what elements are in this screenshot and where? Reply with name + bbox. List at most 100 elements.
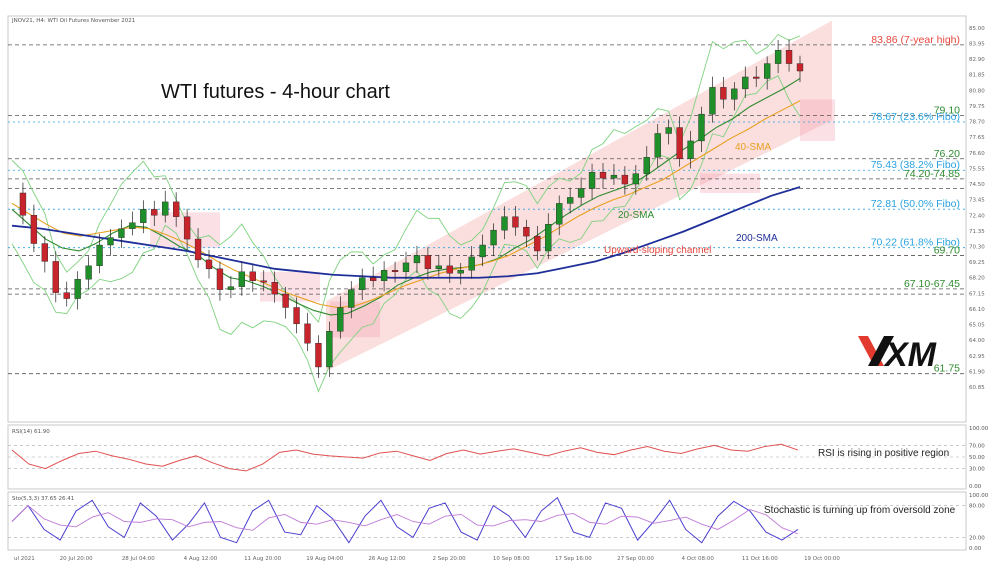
sma20-label: 20-SMA xyxy=(618,210,654,221)
candle-body-60 xyxy=(665,127,672,134)
candle-body-48 xyxy=(534,235,541,252)
price-tick-1: 85.00 xyxy=(969,26,985,32)
time-tick-4: 4 Aug 12:00 xyxy=(184,556,218,562)
candle-body-49 xyxy=(545,224,552,252)
upper-band xyxy=(11,33,801,324)
candle-body-9 xyxy=(107,237,114,246)
candle-body-40 xyxy=(446,265,453,274)
price-tick-5: 80.80 xyxy=(969,88,985,94)
time-tick-2: 20 Jul 20:00 xyxy=(60,556,93,562)
time-axis: ul 2021 20 Jul 20:00 28 Jul 04:00 4 Aug 12:… xyxy=(14,556,840,562)
level-label-2: 79.10 xyxy=(934,105,960,117)
xm-logo: XM xyxy=(858,336,937,374)
price-tick-17: 68.20 xyxy=(969,276,985,282)
candle-body-66 xyxy=(731,88,738,100)
candle-body-41 xyxy=(457,270,464,274)
candle-body-63 xyxy=(698,113,705,142)
lower-band xyxy=(11,75,801,393)
candle-body-64 xyxy=(709,87,716,115)
time-tick-7: 26 Aug 12:00 xyxy=(368,556,406,562)
level-label-1: 83.86 (7-year high) xyxy=(871,34,960,46)
level-label-4: 76.20 xyxy=(934,148,960,160)
time-tick-8: 2 Sep 20:00 xyxy=(432,556,466,562)
level-label-3: 78.67 (23.6% Fibo) xyxy=(871,111,960,123)
candle-body-10 xyxy=(118,228,125,238)
level-label-5: 75.43 (38.2% Fibo) xyxy=(871,159,960,171)
time-tick-9: 10 Sep 08:00 xyxy=(493,556,530,562)
price-tick-24: 60.85 xyxy=(969,385,985,391)
price-tick-14: 71.35 xyxy=(969,229,985,235)
candle-body-27 xyxy=(304,323,311,344)
candle-body-46 xyxy=(512,216,519,228)
time-tick-6: 19 Aug 04:00 xyxy=(306,556,344,562)
candle-body-47 xyxy=(523,226,530,237)
candle-body-21 xyxy=(238,271,246,287)
candle-body-67 xyxy=(742,76,749,90)
price-tick-22: 62.95 xyxy=(969,354,985,360)
candle-body-2 xyxy=(30,215,38,244)
price-tick-8: 77.65 xyxy=(969,135,985,141)
sma200-label: 200-SMA xyxy=(736,233,778,244)
rsi-line xyxy=(11,443,799,472)
price-tick-19: 66.10 xyxy=(969,307,985,313)
candle-body-59 xyxy=(654,133,661,158)
price-tick-16: 69.25 xyxy=(969,260,985,266)
level-label-7: 72.81 (50.0% Fibo) xyxy=(871,198,960,210)
candle-body-52 xyxy=(577,188,585,198)
candlesticks xyxy=(19,39,804,378)
candle-body-28 xyxy=(315,342,322,368)
candle-body-65 xyxy=(720,87,727,100)
candle-body-5 xyxy=(63,292,70,299)
candle-body-32 xyxy=(359,277,366,290)
price-tick-6: 79.75 xyxy=(969,104,985,110)
candle-body-12 xyxy=(140,209,147,223)
candle-body-70 xyxy=(774,50,782,64)
rsi-tick-1: 100.00 xyxy=(969,426,989,432)
candle-body-22 xyxy=(249,271,256,281)
candle-body-4 xyxy=(52,261,59,293)
candle-body-11 xyxy=(129,222,136,229)
rsi-tick-3: 50.00 xyxy=(969,455,985,461)
candle-body-68 xyxy=(753,76,760,79)
candle-body-72 xyxy=(796,63,804,72)
candle-body-13 xyxy=(151,209,158,216)
cloud-patch-2 xyxy=(260,271,320,302)
price-tick-7: 78.70 xyxy=(969,120,985,126)
candle-body-7 xyxy=(85,265,92,280)
stochastic-header: Sto(5,3,3) 37.65 26.41 xyxy=(12,496,74,502)
candle-body-6 xyxy=(74,279,81,299)
price-pane xyxy=(7,15,967,423)
candle-body-33 xyxy=(369,277,377,281)
candle-body-19 xyxy=(216,268,224,290)
price-tick-2: 83.95 xyxy=(969,42,985,48)
candle-body-37 xyxy=(413,255,421,264)
candle-body-29 xyxy=(326,331,333,368)
price-tick-20: 65.05 xyxy=(969,323,985,329)
candle-body-8 xyxy=(96,244,103,267)
stoch-line xyxy=(11,496,799,544)
price-tick-11: 74.50 xyxy=(969,182,985,188)
candle-body-31 xyxy=(348,289,355,308)
stoch-tick-1: 100.00 xyxy=(969,493,989,499)
level-label-6: 74.20-74.85 xyxy=(904,168,960,180)
candle-body-58 xyxy=(643,157,650,174)
time-tick-1: ul 2021 xyxy=(14,556,35,562)
candle-body-1 xyxy=(19,192,27,216)
candle-body-53 xyxy=(588,171,596,189)
channel-label: Upward-sloping channel xyxy=(604,245,711,256)
time-tick-3: 28 Jul 04:00 xyxy=(122,556,155,562)
candle-body-71 xyxy=(785,50,793,64)
price-tick-21: 64.00 xyxy=(969,338,985,344)
candle-body-44 xyxy=(490,229,497,246)
price-tick-18: 67.15 xyxy=(969,291,985,297)
candle-body-50 xyxy=(556,203,563,225)
rsi-tick-2: 70.00 xyxy=(969,443,985,449)
candle-body-34 xyxy=(380,270,388,281)
price-tick-4: 81.85 xyxy=(969,73,985,79)
candle-body-16 xyxy=(183,216,191,240)
rsi-header: RSI(14) 61.90 xyxy=(12,429,50,435)
stoch-tick-2: 80.00 xyxy=(969,504,985,510)
candle-body-69 xyxy=(763,63,771,79)
